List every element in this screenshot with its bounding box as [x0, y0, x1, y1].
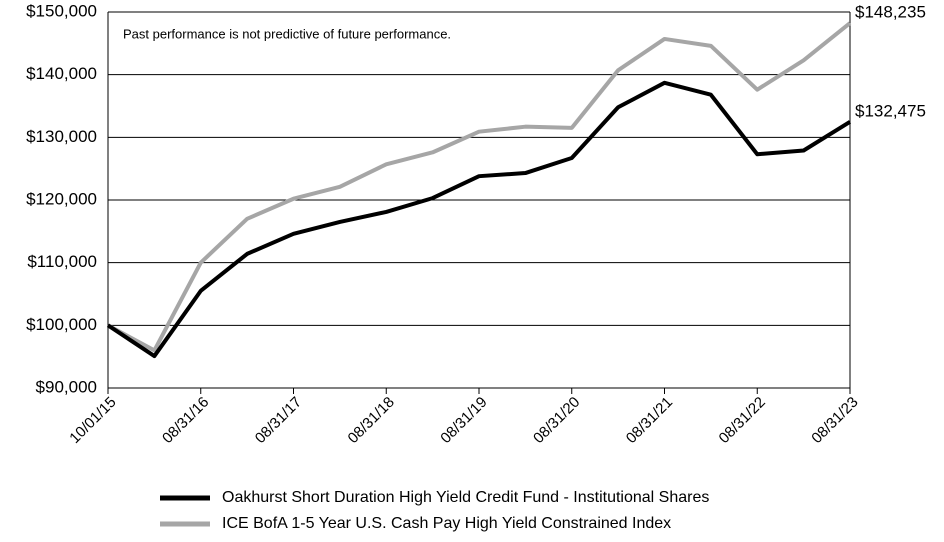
end-label: $148,235 — [855, 3, 926, 22]
x-tick-label: 08/31/17 — [252, 394, 305, 447]
y-tick-label: $110,000 — [27, 252, 97, 271]
y-tick-label: $90,000 — [36, 377, 97, 396]
series-line — [106, 80, 852, 359]
x-tick-label: 08/31/18 — [345, 394, 398, 447]
end-label: $132,475 — [855, 101, 926, 120]
legend-label: Oakhurst Short Duration High Yield Credi… — [222, 489, 709, 506]
y-tick-label: $100,000 — [26, 315, 97, 334]
annotation: Past performance is not predictive of fu… — [123, 26, 451, 41]
y-tick-label: $130,000 — [26, 127, 97, 146]
legend-label: ICE BofA 1-5 Year U.S. Cash Pay High Yie… — [222, 515, 671, 532]
x-tick-label: 08/31/23 — [808, 394, 861, 447]
x-tick-label: 08/31/21 — [623, 394, 676, 447]
y-tick-label: $140,000 — [26, 64, 97, 83]
x-tick-label: 08/31/20 — [530, 394, 583, 447]
x-tick-label: 08/31/16 — [159, 394, 212, 447]
x-tick-label: 08/31/19 — [437, 394, 490, 447]
x-tick-label: 10/01/15 — [66, 394, 119, 447]
y-tick-label: $150,000 — [26, 1, 97, 20]
series-line — [107, 21, 852, 353]
x-tick-label: 08/31/22 — [716, 394, 769, 447]
y-tick-label: $120,000 — [26, 189, 97, 208]
